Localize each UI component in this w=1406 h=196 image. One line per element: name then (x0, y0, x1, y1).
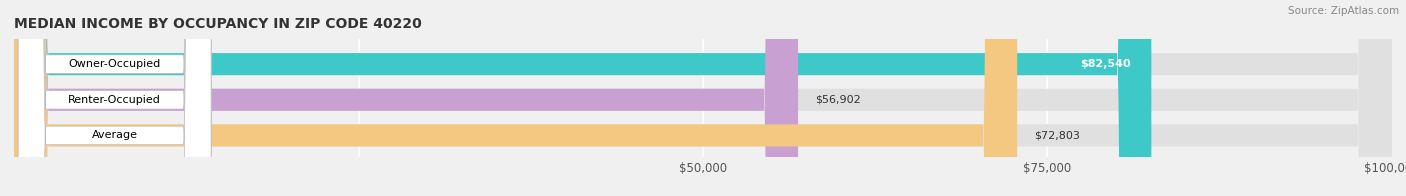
Text: Average: Average (91, 130, 138, 140)
Text: Owner-Occupied: Owner-Occupied (69, 59, 160, 69)
FancyBboxPatch shape (14, 0, 1017, 196)
FancyBboxPatch shape (14, 0, 1392, 196)
FancyBboxPatch shape (14, 0, 1152, 196)
FancyBboxPatch shape (14, 0, 1392, 196)
FancyBboxPatch shape (18, 0, 211, 196)
Text: $56,902: $56,902 (814, 95, 860, 105)
FancyBboxPatch shape (14, 0, 799, 196)
Text: Source: ZipAtlas.com: Source: ZipAtlas.com (1288, 6, 1399, 16)
Text: MEDIAN INCOME BY OCCUPANCY IN ZIP CODE 40220: MEDIAN INCOME BY OCCUPANCY IN ZIP CODE 4… (14, 17, 422, 31)
FancyBboxPatch shape (18, 0, 211, 196)
FancyBboxPatch shape (18, 0, 211, 196)
Text: $82,540: $82,540 (1080, 59, 1130, 69)
FancyBboxPatch shape (14, 0, 1392, 196)
Text: Renter-Occupied: Renter-Occupied (69, 95, 162, 105)
Text: $72,803: $72,803 (1033, 130, 1080, 140)
